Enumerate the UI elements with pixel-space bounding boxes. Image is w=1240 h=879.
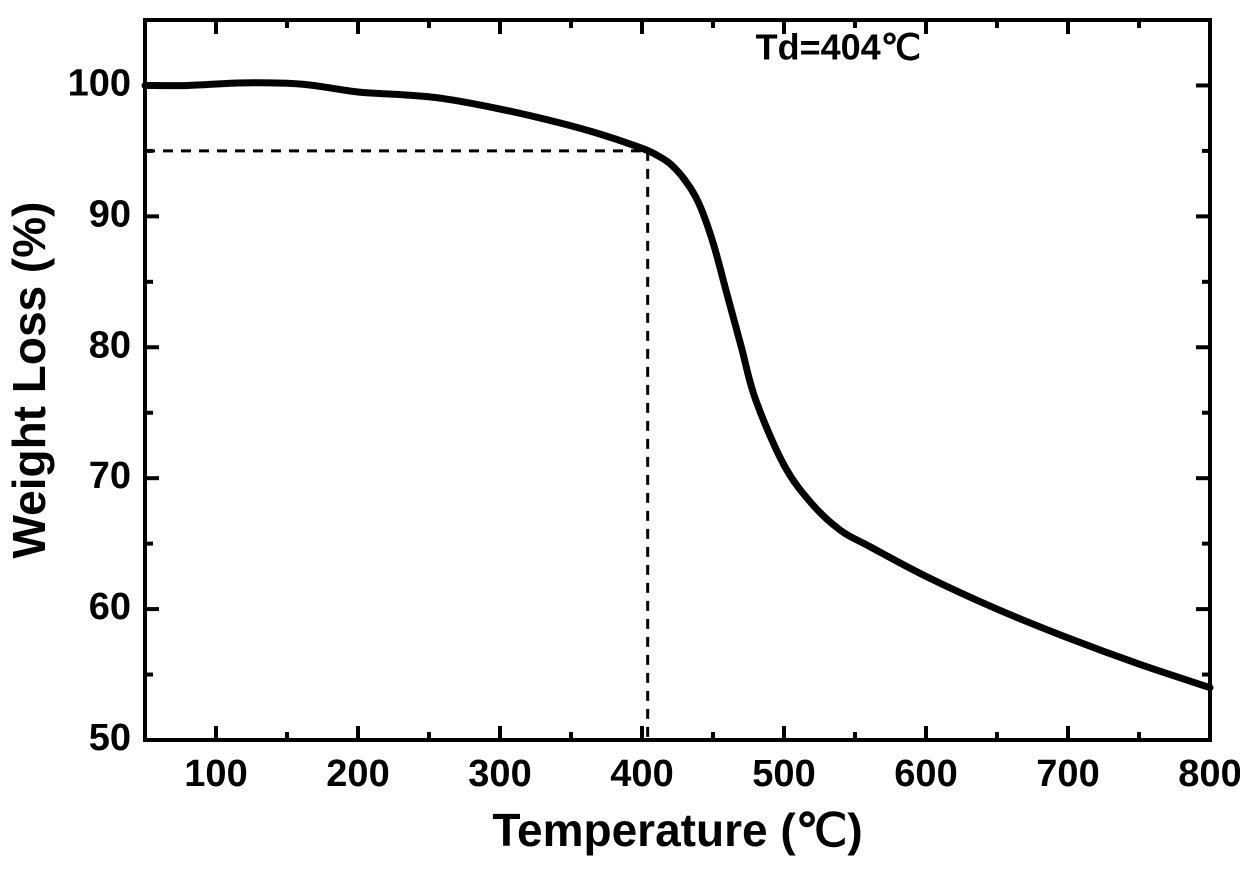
svg-text:80: 80: [89, 324, 131, 366]
svg-text:100: 100: [184, 753, 247, 795]
svg-text:90: 90: [89, 193, 131, 235]
x-tick-labels: 100 200 300 400 500 600 700 800: [184, 753, 1240, 795]
y-ticks-minor: [145, 151, 1210, 675]
td-annotation: Td=404℃: [756, 26, 922, 67]
x-ticks-minor: [287, 20, 1139, 740]
y-ticks-major: [145, 85, 1210, 740]
chart-svg: 100 200 300 400 500 600 700 800 50 60 70 80 90 100 T…: [0, 0, 1240, 879]
svg-text:500: 500: [752, 753, 815, 795]
tga-chart: 100 200 300 400 500 600 700 800 50 60 70 80 90 100 T…: [0, 0, 1240, 879]
y-tick-labels: 50 60 70 80 90 100: [68, 62, 131, 759]
svg-text:200: 200: [326, 753, 389, 795]
svg-text:300: 300: [468, 753, 531, 795]
svg-text:60: 60: [89, 586, 131, 628]
svg-text:700: 700: [1036, 753, 1099, 795]
svg-text:100: 100: [68, 62, 131, 104]
svg-text:400: 400: [610, 753, 673, 795]
x-axis-title: Temperature (℃): [492, 804, 862, 856]
svg-text:50: 50: [89, 717, 131, 759]
svg-text:800: 800: [1178, 753, 1240, 795]
svg-text:70: 70: [89, 455, 131, 497]
y-axis-title: Weight Loss (%): [3, 202, 55, 559]
svg-text:600: 600: [894, 753, 957, 795]
tga-curve: [145, 83, 1210, 688]
